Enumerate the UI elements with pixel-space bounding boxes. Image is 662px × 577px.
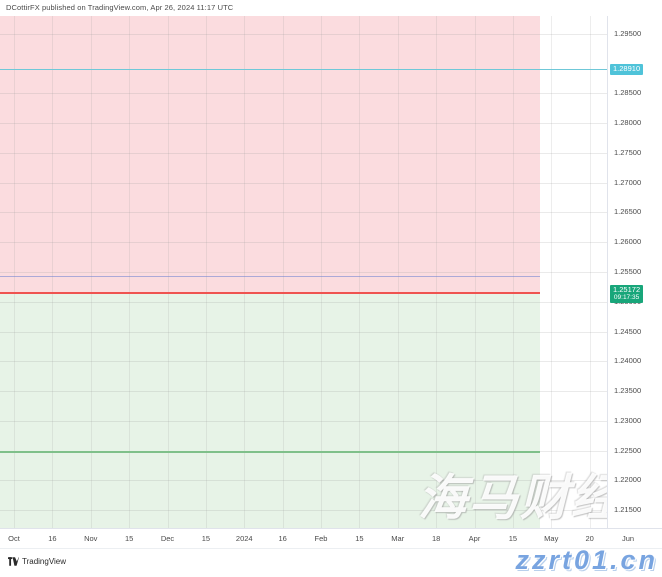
horizontal-gridline xyxy=(0,421,607,422)
horizontal-gridline xyxy=(0,480,607,481)
price-tick-label: 1.23500 xyxy=(614,386,642,396)
time-tick-label: 15 xyxy=(355,534,364,543)
time-tick-label: Mar xyxy=(391,534,405,543)
time-tick-label: 16 xyxy=(48,534,57,543)
price-tick-label: 1.23000 xyxy=(614,415,642,425)
horizontal-gridline xyxy=(0,242,607,243)
price-tick-label: 1.22000 xyxy=(614,475,642,485)
time-tick-label: Apr xyxy=(468,534,481,543)
current-price-value: 1.25172 xyxy=(613,284,641,294)
countdown-timer: 09:17:35 xyxy=(613,294,640,302)
zone-below-price-future xyxy=(540,292,607,528)
resistance-price-badge[interactable]: 1.28910 xyxy=(610,63,644,75)
time-tick-label: 20 xyxy=(585,534,594,543)
time-tick-label: 15 xyxy=(201,534,211,543)
vertical-gridline xyxy=(398,16,399,528)
site-url-watermark: zzrt01.cn xyxy=(515,545,658,575)
vertical-gridline xyxy=(91,16,92,528)
tradingview-mark-icon xyxy=(8,557,19,566)
tradingview-logo[interactable]: TradingView xyxy=(8,557,66,566)
time-tick-label: 16 xyxy=(278,534,287,543)
vertical-gridline xyxy=(283,16,284,528)
time-tick-label: Feb xyxy=(314,534,328,543)
price-tick-label: 1.26000 xyxy=(614,237,642,247)
support-line xyxy=(0,451,540,453)
zone-above-price-future xyxy=(540,16,607,292)
horizontal-gridline xyxy=(0,153,607,154)
price-tick-label: 1.25500 xyxy=(614,267,642,276)
horizontal-gridline xyxy=(0,212,607,213)
vertical-gridline xyxy=(321,16,322,528)
vertical-gridline xyxy=(244,16,245,528)
vertical-gridline xyxy=(129,16,130,528)
price-tick-label: 1.24000 xyxy=(614,356,642,366)
horizontal-gridline xyxy=(0,123,607,124)
vertical-gridline xyxy=(168,16,169,528)
zone-below-price xyxy=(0,292,540,528)
time-tick-label: Jun xyxy=(621,534,635,543)
vertical-gridline xyxy=(436,16,437,528)
time-tick-label: May xyxy=(544,534,559,543)
price-tick-label: 1.28000 xyxy=(614,118,642,128)
price-axis[interactable]: 1.29500 1.28500 1.28000 1.27500 1.27000 1.265… xyxy=(607,16,662,528)
zone-above-price xyxy=(0,16,540,292)
horizontal-gridline xyxy=(0,510,607,511)
time-tick-label: Dec xyxy=(160,534,175,543)
vertical-gridline xyxy=(206,16,207,528)
time-tick-label: Oct xyxy=(8,534,20,543)
horizontal-gridline xyxy=(0,272,607,273)
time-tick-label: 2024 xyxy=(235,534,253,543)
vertical-gridline xyxy=(590,16,591,528)
price-tick-label: 1.27000 xyxy=(614,177,642,187)
price-tick-label: 1.27500 xyxy=(614,147,642,157)
price-tick-label: 1.24500 xyxy=(614,326,642,336)
horizontal-gridline xyxy=(0,93,607,94)
resistance-line xyxy=(0,69,607,70)
published-credit: DCottirFX published on TradingView.com, … xyxy=(6,3,234,12)
horizontal-gridline xyxy=(0,361,607,362)
tradingview-logo-text: TradingView xyxy=(22,557,67,566)
price-tick-label: 1.28500 xyxy=(614,88,642,98)
horizontal-gridline xyxy=(0,391,607,392)
vertical-gridline xyxy=(52,16,53,528)
price-tick-label: 1.26500 xyxy=(614,207,642,217)
secondary-level-line xyxy=(0,276,540,277)
time-tick-label: 15 xyxy=(508,534,518,543)
time-tick-label: 18 xyxy=(431,534,441,543)
price-chart[interactable]: 海马财经 xyxy=(0,16,607,528)
price-tick-label: 1.22500 xyxy=(614,445,642,455)
vertical-gridline xyxy=(551,16,552,528)
horizontal-gridline xyxy=(0,332,607,333)
footer-bar: TradingView zzrt01.cn xyxy=(0,545,662,577)
horizontal-gridline xyxy=(0,302,607,303)
price-tick-label: 1.21500 xyxy=(614,505,642,515)
price-tick-label: 1.29500 xyxy=(614,28,642,38)
current-price-line xyxy=(0,292,540,294)
vertical-gridline xyxy=(475,16,476,528)
horizontal-gridline xyxy=(0,34,607,35)
vertical-gridline xyxy=(513,16,514,528)
time-axis[interactable]: Oct 16 Nov 15 Dec 15 2024 16 Feb 15 Mar 18 Apr 15 May 2… xyxy=(0,528,662,549)
horizontal-gridline xyxy=(0,183,607,184)
vertical-gridline xyxy=(14,16,15,528)
time-tick-label: 15 xyxy=(124,534,134,543)
current-price-badge[interactable]: 1.25172 09:17:35 xyxy=(610,284,644,303)
time-tick-label: Nov xyxy=(84,534,98,543)
vertical-gridline xyxy=(359,16,360,528)
